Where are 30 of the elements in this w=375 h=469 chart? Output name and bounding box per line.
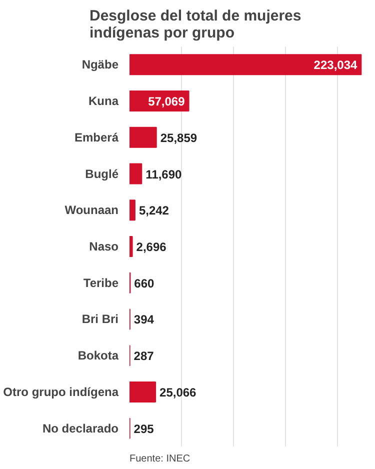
y-tick-label: Bri Bri	[82, 312, 119, 326]
data-label: 223,034	[314, 58, 358, 72]
y-tick-label: Naso	[89, 240, 118, 254]
bar	[130, 200, 136, 221]
y-tick-label: Buglé	[85, 166, 119, 181]
y-tick-label: Kuna	[88, 94, 119, 108]
y-tick-label: Bokota	[78, 348, 119, 363]
data-label: 394	[134, 312, 154, 327]
chart-title: Desglose del total de mujeres indígenas por grupo	[90, 8, 302, 42]
data-label: 25,066	[160, 385, 197, 400]
bar	[130, 236, 133, 257]
y-tick-label: Ngäbe	[82, 58, 119, 72]
y-tick-label: Otro grupo indígena	[3, 384, 119, 399]
y-tick-label: Wounaan	[64, 203, 119, 218]
data-label: 5,242	[138, 204, 170, 218]
bar	[130, 163, 142, 184]
data-label: 2,696	[136, 240, 167, 254]
data-label: 11,690	[146, 167, 182, 182]
bar	[130, 126, 157, 148]
y-tick-label: No declarado	[42, 421, 119, 436]
y-tick-label: Emberá	[74, 130, 119, 144]
data-label: 660	[134, 276, 155, 290]
data-label: 295	[134, 422, 154, 436]
bar	[130, 54, 362, 76]
bar	[130, 381, 156, 402]
y-tick-label: Teribe	[83, 276, 119, 290]
data-label: 25,859	[160, 130, 198, 145]
source-note: Fuente: INEC	[130, 454, 190, 464]
data-label: 287	[134, 349, 154, 364]
data-label: 57,069	[148, 94, 186, 109]
